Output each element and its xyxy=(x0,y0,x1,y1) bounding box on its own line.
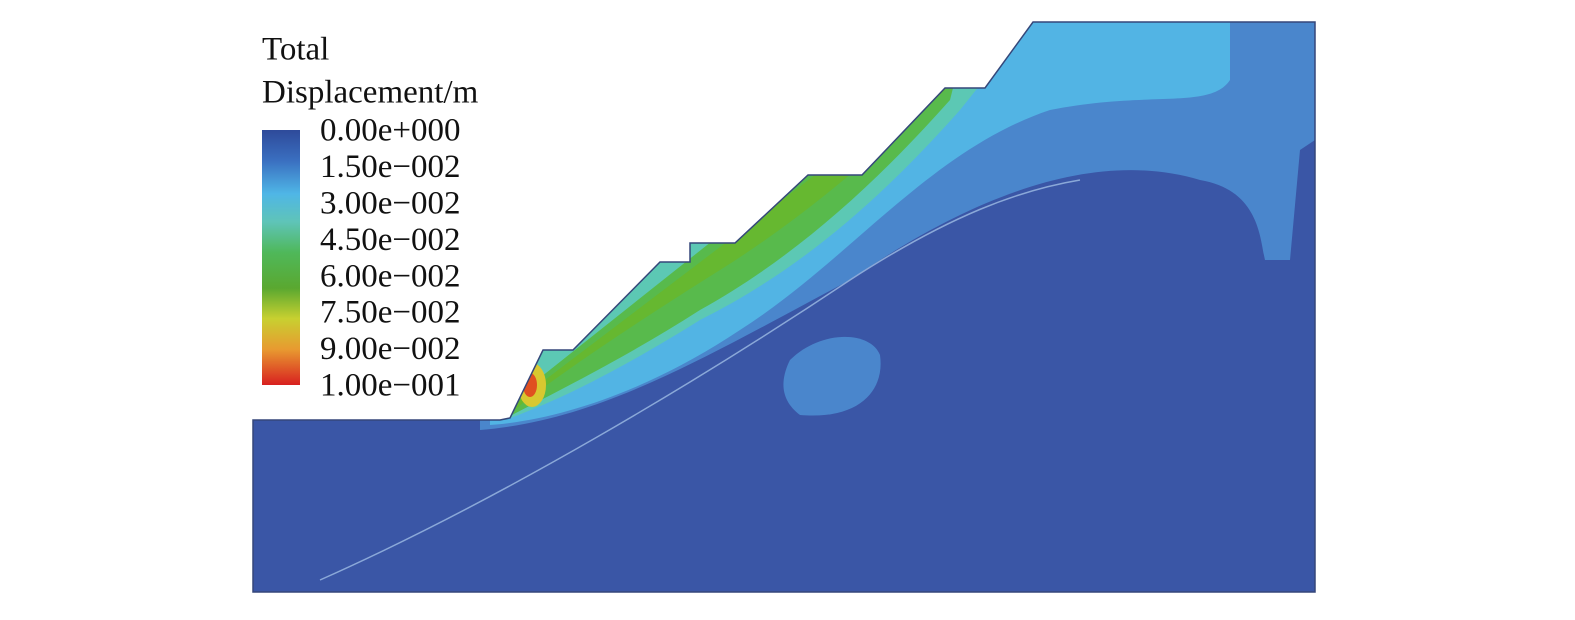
legend-label: 3.00e−002 xyxy=(320,185,461,221)
zone-inner xyxy=(783,336,881,416)
legend-title: Total xyxy=(262,32,329,68)
legend-label: 1.00e−001 xyxy=(320,368,461,404)
legend-labels: 0.00e+0001.50e−0023.00e−0024.50e−0026.00… xyxy=(320,113,461,404)
legend-label: 6.00e−002 xyxy=(320,258,461,294)
legend-label: 4.50e−002 xyxy=(320,222,461,258)
color-bar xyxy=(262,130,300,385)
legend-label: 9.00e−002 xyxy=(320,331,461,367)
legend-label: 7.50e−002 xyxy=(320,295,461,331)
slip-surface xyxy=(319,179,1081,581)
legend-title: Displacement/m xyxy=(262,75,479,111)
slope-outline xyxy=(252,21,1316,593)
legend-label: 1.50e−002 xyxy=(320,149,461,185)
legend-label: 0.00e+000 xyxy=(320,113,461,149)
